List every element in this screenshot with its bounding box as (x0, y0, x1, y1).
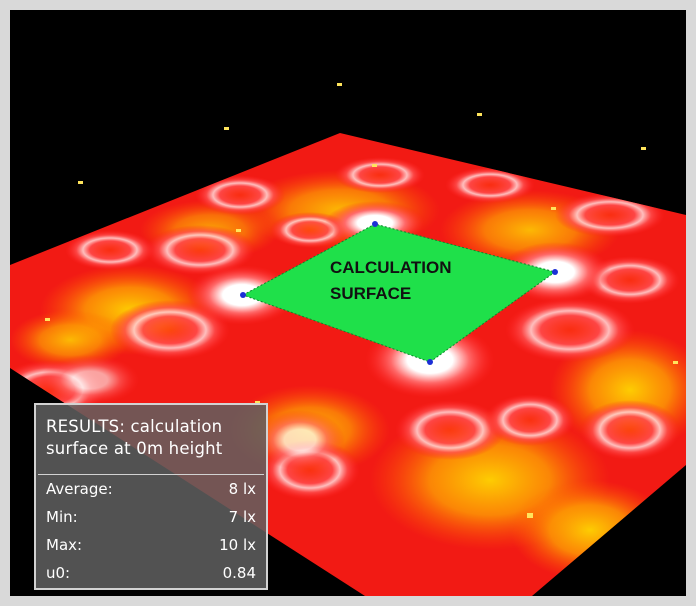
results-title: RESULTS: calculation surface at 0m heigh… (46, 417, 223, 458)
result-label: Average: (46, 480, 113, 498)
corner-marker (427, 359, 433, 365)
result-value: 0.84 (222, 564, 256, 582)
results-panel: RESULTS: calculation surface at 0m heigh… (34, 403, 268, 590)
result-label: Max: (46, 536, 83, 554)
result-value: 10 lx (219, 536, 256, 554)
result-label: u0: (46, 564, 71, 582)
result-row-max: Max: 10 lx (36, 531, 266, 559)
result-value: 7 lx (228, 508, 256, 526)
result-row-min: Min: 7 lx (36, 503, 266, 531)
illuminance-scene: CALCULATION SURFACE (10, 83, 686, 596)
corner-marker (552, 269, 558, 275)
result-label: Min: (46, 508, 78, 526)
luminaire-markers (45, 83, 678, 518)
surface-label-line2: SURFACE (330, 284, 411, 303)
corner-marker (372, 221, 378, 227)
results-divider (38, 474, 264, 475)
corner-marker (240, 292, 246, 298)
result-value: 8 lx (228, 480, 256, 498)
visualization-viewport: CALCULATION SURFACE RESULTS: calculation… (10, 10, 686, 596)
result-row-average: Average: 8 lx (36, 475, 266, 503)
surface-label-line1: CALCULATION (330, 258, 452, 277)
result-row-u0: u0: 0.84 (36, 559, 266, 587)
